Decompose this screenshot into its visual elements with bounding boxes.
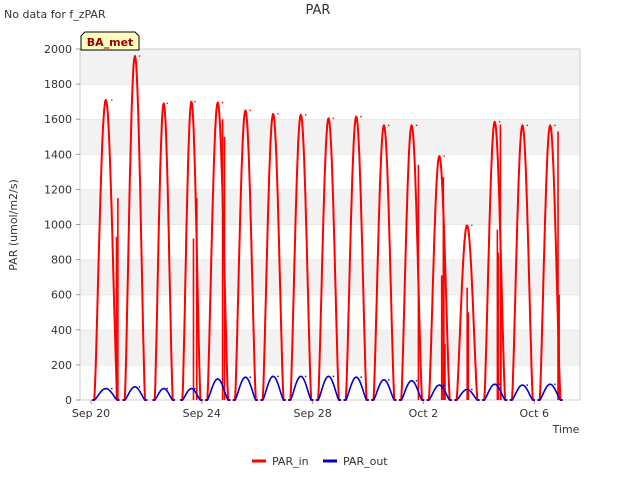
y-axis-label: PAR (umol/m2/s) — [7, 179, 20, 271]
daily-peak-point — [360, 376, 362, 378]
x-axis: Sep 20 Sep 24 Sep 28 Oct 2 Oct 6 — [72, 400, 549, 420]
daily-peak-point — [166, 387, 168, 390]
chart-title: PAR — [306, 3, 331, 18]
daily-peak-point — [249, 376, 252, 378]
background-bands — [80, 48, 580, 400]
daily-peak-point — [138, 386, 141, 388]
daily-peak-point — [332, 375, 335, 378]
series-lines — [92, 55, 563, 401]
grid-band — [80, 154, 580, 190]
daily-peak-point — [498, 383, 501, 386]
legend-label-par-in: PAR_in — [272, 455, 309, 468]
y-tick-label: 600 — [51, 289, 72, 302]
daily-peak-point — [277, 113, 279, 115]
x-tick-label: Sep 20 — [72, 407, 110, 420]
daily-peak-point — [498, 121, 501, 123]
y-axis: 0 200 400 600 800 1000 1200 1400 1600 1800 2000 — [44, 43, 80, 407]
daily-peak-point — [221, 101, 224, 104]
x-tick-label: Oct 6 — [519, 407, 549, 420]
y-tick-label: 0 — [65, 394, 72, 407]
y-tick-label: 2000 — [44, 43, 72, 56]
daily-peak-point — [304, 114, 307, 116]
daily-peak-point — [194, 387, 196, 390]
daily-peak-point — [443, 155, 445, 157]
y-tick-label: 1200 — [44, 183, 72, 196]
legend-label-par-out: PAR_out — [343, 455, 388, 468]
no-data-note: No data for f_zPAR — [4, 8, 106, 21]
legend: PAR_in PAR_out — [252, 455, 388, 468]
daily-peak-point — [387, 124, 390, 127]
daily-peak-point — [554, 383, 556, 386]
daily-peak-point — [415, 379, 418, 382]
y-tick-label: 1800 — [44, 78, 72, 91]
y-tick-label: 400 — [51, 324, 72, 337]
grid-band — [80, 224, 580, 260]
daily-peak-point — [166, 102, 168, 105]
daily-peak-point — [415, 124, 418, 127]
y-tick-label: 200 — [51, 359, 72, 372]
y-tick-label: 800 — [51, 254, 72, 267]
daily-peak-point — [526, 124, 529, 127]
y-tick-label: 1000 — [44, 219, 72, 232]
x-tick-label: Sep 28 — [293, 407, 331, 420]
daily-peak-point — [110, 99, 113, 101]
daily-peak-point — [249, 109, 252, 112]
grid-band — [80, 259, 580, 295]
daily-peak-point — [471, 224, 473, 227]
badge-label: BA_met — [87, 36, 134, 49]
y-tick-label: 1400 — [44, 148, 72, 161]
daily-peak-point — [526, 384, 529, 386]
daily-peak-point — [138, 55, 141, 57]
series-line-par-out — [92, 375, 563, 401]
x-tick-label: Oct 2 — [409, 407, 439, 420]
series-line-par-in — [92, 55, 563, 401]
grid-band — [80, 49, 580, 85]
daily-peak-point — [360, 115, 362, 118]
y-tick-label: 1600 — [44, 113, 72, 126]
x-tick-label: Sep 24 — [183, 407, 221, 420]
daily-peak-point — [221, 378, 224, 380]
daily-peak-point — [443, 384, 445, 386]
grid-band — [80, 189, 580, 225]
daily-peak-point — [471, 388, 473, 391]
daily-peak-point — [387, 379, 390, 381]
grid-band — [80, 84, 580, 120]
grid-band — [80, 294, 580, 330]
daily-peak-point — [194, 100, 196, 103]
daily-peak-point — [554, 124, 556, 127]
daily-peak-point — [110, 387, 113, 390]
ba-met-badge: BA_met — [80, 31, 140, 51]
daily-peak-point — [332, 117, 335, 120]
daily-peak-point — [277, 375, 279, 378]
daily-peak-point — [304, 375, 307, 378]
x-axis-label: Time — [552, 423, 580, 436]
